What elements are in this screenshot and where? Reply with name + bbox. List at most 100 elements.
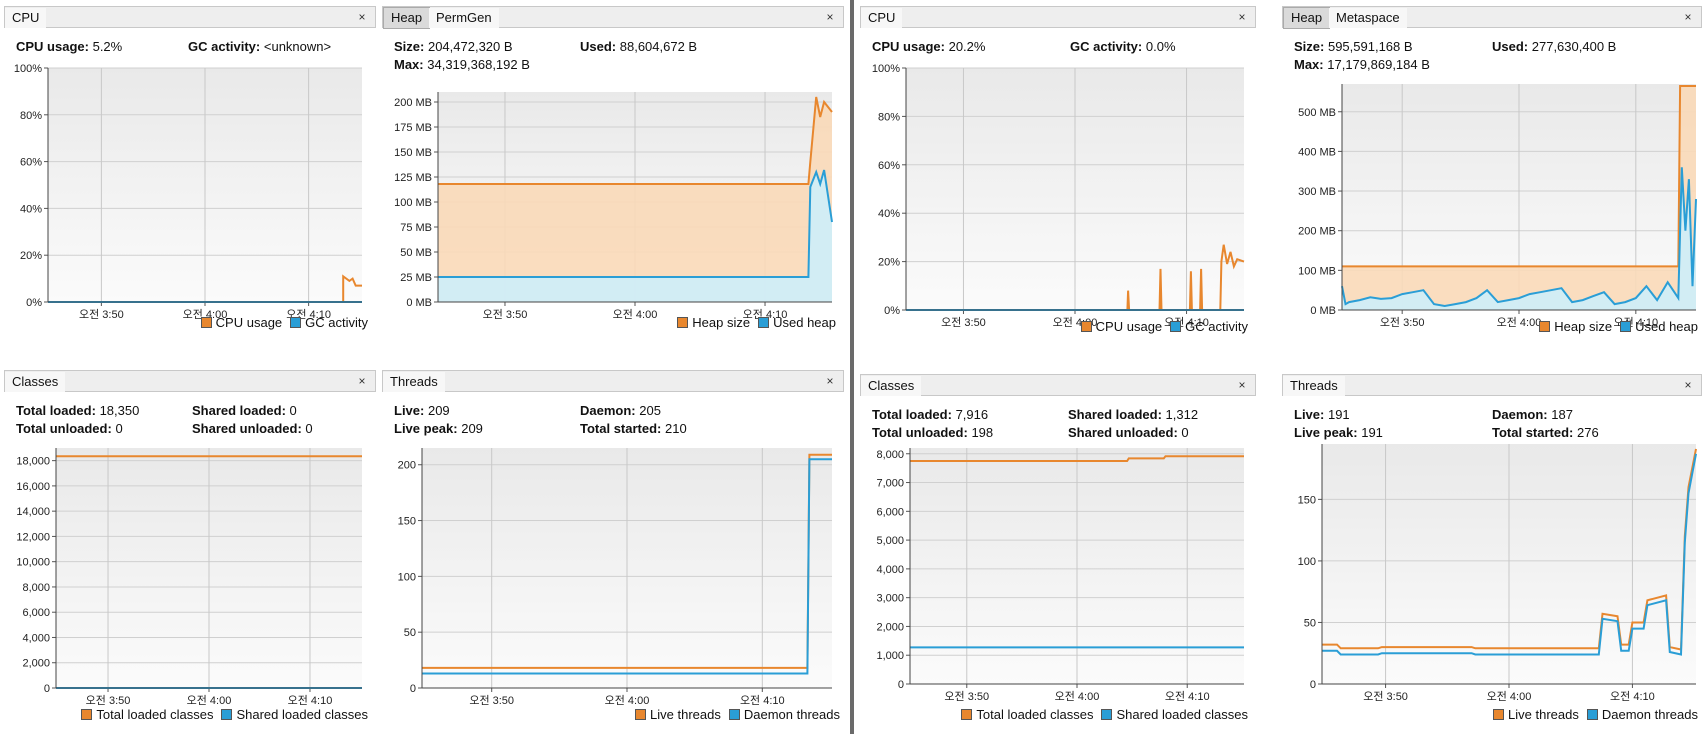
legend-swatch-orange: [1539, 321, 1551, 332]
shared-loaded-info: Shared loaded: 0: [192, 403, 297, 418]
legend-swatch-orange: [200, 317, 212, 328]
close-icon[interactable]: ×: [358, 374, 366, 388]
y-tick-label: 150 MB: [394, 147, 432, 159]
heap-used-info: Used: 88,604,672 B: [580, 39, 698, 54]
legend-label: Used heap: [773, 315, 836, 330]
y-tick-label: 16,000: [16, 481, 50, 493]
y-tick-label: 50 MB: [400, 247, 432, 259]
close-icon[interactable]: ×: [1238, 10, 1246, 24]
x-tick-label: 오전 3:50: [79, 308, 124, 321]
close-icon[interactable]: ×: [1684, 10, 1692, 24]
series-line-orange: [910, 455, 1244, 462]
legend-label: Shared loaded classes: [1116, 707, 1248, 722]
close-icon[interactable]: ×: [826, 10, 834, 24]
y-tick-label: 50: [404, 627, 416, 639]
y-tick-label: 8,000: [22, 582, 50, 594]
close-icon[interactable]: ×: [358, 10, 366, 24]
x-tick-label: 오전 4:00: [613, 308, 658, 321]
y-tick-label: 100 MB: [1298, 265, 1336, 277]
legend-swatch-blue: [758, 317, 770, 328]
gc-activity-info: GC activity: 0.0%: [1070, 39, 1176, 54]
legend-label: Heap size: [1554, 319, 1613, 334]
legend-swatch-orange: [677, 317, 689, 328]
tab-cpu[interactable]: CPU: [861, 8, 903, 28]
x-tick-label: 오전 4:00: [183, 308, 228, 321]
live-info: Live: 191: [1294, 407, 1350, 422]
y-tick-label: 100%: [14, 63, 42, 75]
left-classes-panel: Classes × Total loaded: 18,350 Shared lo…: [4, 370, 376, 730]
panel-tabbar: Classes ×: [4, 370, 376, 392]
heap-chart: 200 MB 175 MB 150 MB 125 MB 100 MB 75 MB 50 MB…: [394, 92, 833, 321]
y-tick-label: 0: [410, 683, 416, 695]
shared-unloaded-info: Shared unloaded: 0: [1068, 425, 1189, 440]
chart-legend: Heap size Used heap: [1531, 319, 1698, 334]
y-tick-label: 3,000: [876, 593, 904, 605]
total-loaded-info: Total loaded: 18,350: [16, 403, 140, 418]
y-tick-label: 2,000: [22, 658, 50, 670]
legend-swatch-orange: [1080, 321, 1092, 332]
live-peak-info: Live peak: 191: [1294, 425, 1383, 440]
y-tick-label: 40%: [878, 208, 900, 220]
threads-chart: 150 100 50 0 오전 3:50 오전 4:00 오전 4:10: [1298, 444, 1697, 703]
split-divider[interactable]: [850, 0, 854, 734]
legend-label: Shared loaded classes: [236, 707, 368, 722]
y-tick-label: 200 MB: [394, 97, 432, 109]
close-icon[interactable]: ×: [1684, 378, 1692, 392]
y-tick-label: 2,000: [876, 621, 904, 633]
tab-cpu[interactable]: CPU: [5, 8, 47, 28]
y-tick-label: 18,000: [16, 456, 50, 468]
y-tick-label: 20%: [878, 257, 900, 269]
y-tick-label: 0 MB: [1310, 305, 1336, 317]
x-tick-label: 오전 4:10: [743, 308, 788, 321]
legend-swatch-blue: [1586, 709, 1598, 720]
chart-legend: Heap size Used heap: [669, 315, 836, 330]
tab-heap[interactable]: Heap: [383, 7, 431, 29]
x-tick-label: 오전 3:50: [1380, 316, 1425, 329]
y-tick-label: 0: [898, 679, 904, 691]
right-cpu-panel: CPU × CPU usage: 20.2% GC activity: 0.0%…: [860, 6, 1256, 360]
y-tick-label: 0 MB: [406, 297, 432, 309]
x-tick-label: 오전 4:10: [1165, 690, 1210, 703]
y-tick-label: 14,000: [16, 506, 50, 518]
legend-label: Used heap: [1635, 319, 1698, 334]
panel-tabbar: CPU ×: [860, 6, 1256, 28]
legend-label: CPU usage: [1095, 319, 1163, 334]
tab-threads[interactable]: Threads: [383, 372, 445, 392]
series-line-orange: [438, 96, 833, 185]
gc-activity-info: GC activity: <unknown>: [188, 39, 332, 54]
total-loaded-info: Total loaded: 7,916: [872, 407, 989, 422]
tab-classes[interactable]: Classes: [861, 376, 922, 396]
y-tick-label: 200: [398, 460, 416, 472]
x-tick-label: 오전 3:50: [941, 316, 986, 329]
y-tick-label: 300 MB: [1298, 186, 1336, 198]
x-tick-label: 오전 4:10: [1610, 690, 1655, 703]
tab-threads[interactable]: Threads: [1283, 376, 1345, 396]
heap-size-info: Size: 595,591,168 B: [1294, 39, 1413, 54]
heap-size-info: Size: 204,472,320 B: [394, 39, 513, 54]
tab-heap[interactable]: Heap: [1283, 7, 1331, 29]
close-icon[interactable]: ×: [1238, 378, 1246, 392]
legend-label: Total loaded classes: [976, 707, 1094, 722]
y-tick-label: 6,000: [876, 506, 904, 518]
legend-label: CPU usage: [215, 315, 283, 330]
y-tick-label: 12,000: [16, 531, 50, 543]
series-line-blue: [1341, 167, 1697, 308]
y-tick-label: 5,000: [876, 535, 904, 547]
live-peak-info: Live peak: 209: [394, 421, 483, 436]
cpu-chart: 100%80%60%40%20%0%오전 3:50 오전 4:00 오전 4:10: [872, 63, 1245, 329]
legend-label: Live threads: [1508, 707, 1579, 722]
y-tick-label: 100: [398, 571, 416, 583]
tab-classes[interactable]: Classes: [5, 372, 66, 392]
tab-permgen[interactable]: PermGen: [429, 8, 499, 28]
y-tick-label: 4,000: [22, 632, 50, 644]
x-tick-label: 오전 3:50: [469, 694, 514, 707]
daemon-info: Daemon: 205: [580, 403, 661, 418]
panel-tabbar: Heap PermGen ×: [382, 6, 844, 29]
daemon-info: Daemon: 187: [1492, 407, 1573, 422]
x-tick-label: 오전 3:50: [1363, 690, 1408, 703]
y-tick-label: 0%: [884, 305, 900, 317]
close-icon[interactable]: ×: [826, 374, 834, 388]
y-tick-label: 0: [1310, 679, 1316, 691]
total-unloaded-info: Total unloaded: 198: [872, 425, 994, 440]
tab-metaspace[interactable]: Metaspace: [1329, 8, 1407, 28]
